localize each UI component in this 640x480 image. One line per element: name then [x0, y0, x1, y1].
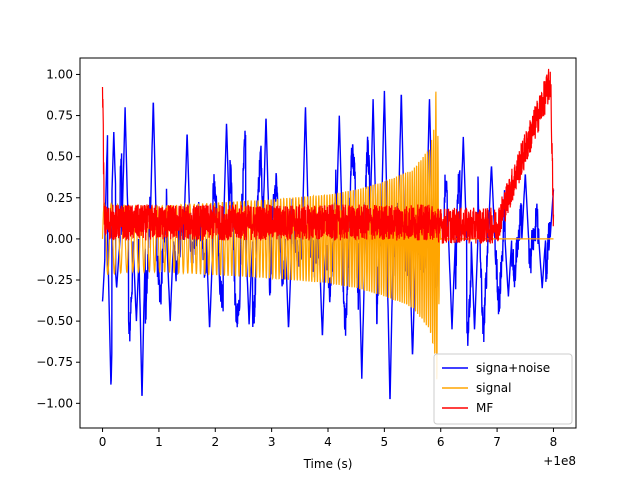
x-tick-label: 0	[99, 435, 107, 449]
x-tick-label: 7	[493, 435, 501, 449]
x-tick-label: 3	[268, 435, 276, 449]
x-tick-label: 1	[155, 435, 163, 449]
x-tick-label: 2	[211, 435, 219, 449]
y-tick-label: −0.25	[36, 273, 73, 287]
legend-box	[433, 353, 573, 425]
y-tick-label: 1.00	[46, 67, 73, 81]
y-tick-label: −0.75	[36, 355, 73, 369]
y-tick-label: 0.75	[46, 109, 73, 123]
x-tick-label: 4	[324, 435, 332, 449]
y-tick-label: −1.00	[36, 396, 73, 410]
legend-label: signa+noise	[476, 361, 550, 375]
legend: signa+noise signal MF	[433, 353, 573, 425]
y-axis: −1.00 −0.75 −0.50 −0.25 0.00 0.25 0.50 0.75 1.00	[36, 67, 80, 410]
x-tick-label: 6	[437, 435, 445, 449]
series-layer	[101, 68, 555, 400]
legend-label: signal	[476, 381, 512, 395]
x-tick-label: 8	[550, 435, 558, 449]
x-axis-label: Time (s)	[303, 457, 353, 471]
legend-label: MF	[476, 401, 493, 415]
y-tick-label: 0.00	[46, 232, 73, 246]
y-tick-label: 0.25	[46, 191, 73, 205]
y-tick-label: −0.50	[36, 314, 73, 328]
x-offset-text: +1e8	[543, 454, 576, 468]
x-axis: 0 1 2 3 4 5 6 7 8	[99, 428, 558, 449]
series-line-mf	[101, 68, 555, 244]
x-tick-label: 5	[381, 435, 389, 449]
y-tick-label: 0.50	[46, 150, 73, 164]
